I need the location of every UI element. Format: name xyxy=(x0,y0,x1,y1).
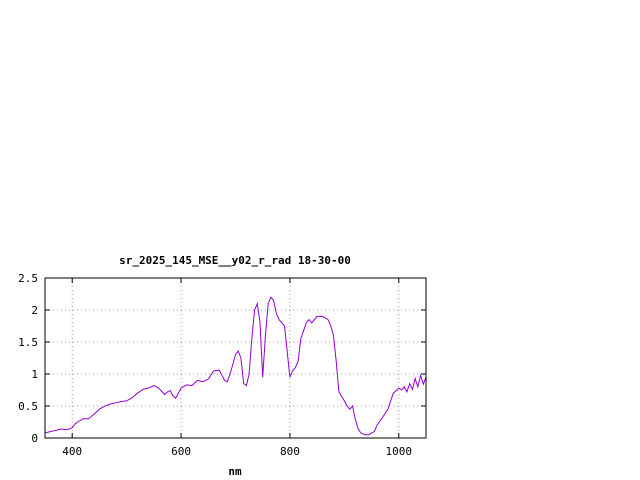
y-tick-label: 2 xyxy=(31,304,38,317)
y-tick-label: 1.5 xyxy=(18,336,38,349)
y-tick-label: 0.5 xyxy=(18,400,38,413)
series-line xyxy=(44,296,427,436)
x-tick-label: 1000 xyxy=(386,445,413,458)
label-layer: 400 600 800 1000 0 0.5 1 1.5 2 2.5 xyxy=(18,272,412,458)
y-tick-label: 2.5 xyxy=(18,272,38,285)
grid-layer xyxy=(45,278,426,438)
x-tick-label: 800 xyxy=(280,445,300,458)
x-tick-label: 600 xyxy=(171,445,191,458)
x-axis-label: nm xyxy=(228,465,242,478)
plot-frame xyxy=(44,277,427,439)
chart-title: sr_2025_145_MSE__y02_r_rad 18-30-00 xyxy=(119,254,351,267)
y-tick-label: 1 xyxy=(31,368,38,381)
x-tick-label: 400 xyxy=(62,445,82,458)
tick-layer xyxy=(45,277,426,439)
y-tick-label: 0 xyxy=(31,432,38,445)
